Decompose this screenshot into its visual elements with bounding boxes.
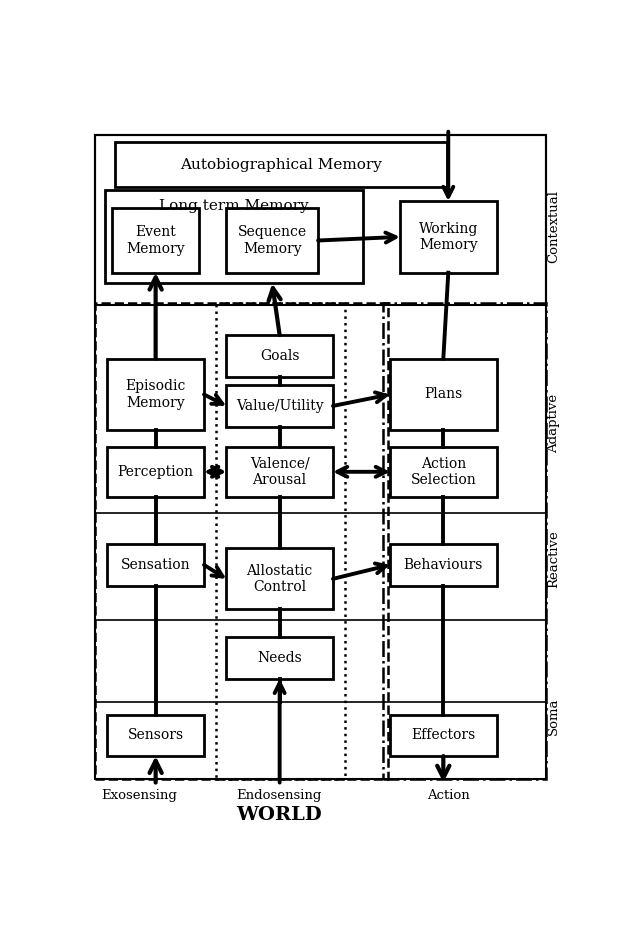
Text: Episodic
Memory: Episodic Memory [125, 379, 186, 409]
Bar [390, 714, 497, 756]
Bar [112, 208, 199, 272]
FancyArrowPatch shape [318, 232, 396, 243]
Bar [108, 544, 204, 586]
Text: Event
Memory: Event Memory [126, 225, 185, 256]
Bar [227, 446, 333, 497]
Bar [227, 335, 333, 377]
Text: Adaptive: Adaptive [547, 393, 560, 453]
Bar [108, 359, 204, 431]
Text: Long term Memory: Long term Memory [159, 199, 308, 213]
Bar [105, 191, 363, 284]
Text: Needs: Needs [257, 651, 302, 665]
Text: Action: Action [427, 789, 469, 802]
FancyArrowPatch shape [269, 288, 281, 335]
Bar [227, 208, 318, 272]
FancyArrowPatch shape [209, 467, 222, 477]
Bar [390, 446, 497, 497]
Text: WORLD: WORLD [237, 805, 323, 824]
Bar [115, 142, 447, 187]
Text: Behaviours: Behaviours [404, 558, 483, 572]
Bar [227, 385, 333, 427]
Text: Autobiographical Memory: Autobiographical Memory [180, 157, 382, 172]
Bar [95, 303, 388, 779]
Text: Goals: Goals [260, 349, 300, 363]
Text: Exosensing: Exosensing [102, 789, 177, 802]
Bar [383, 303, 547, 779]
Text: Endosensing: Endosensing [237, 789, 322, 802]
Bar [227, 549, 333, 609]
Text: Reactive: Reactive [547, 530, 560, 588]
Text: Allostatic
Control: Allostatic Control [246, 564, 313, 594]
FancyArrowPatch shape [337, 467, 386, 477]
Bar [216, 303, 346, 779]
Bar [400, 201, 497, 272]
Text: Value/Utility: Value/Utility [236, 399, 323, 413]
Bar [227, 637, 333, 679]
Text: Perception: Perception [118, 465, 194, 479]
FancyArrowPatch shape [333, 564, 386, 578]
Text: Contextual: Contextual [547, 190, 560, 262]
FancyArrowPatch shape [150, 277, 162, 359]
Text: Working
Memory: Working Memory [419, 222, 478, 252]
Bar [108, 446, 204, 497]
FancyArrowPatch shape [204, 565, 223, 577]
Bar [108, 714, 204, 756]
FancyArrowPatch shape [437, 756, 449, 777]
FancyArrowPatch shape [204, 394, 223, 404]
Text: Action
Selection: Action Selection [410, 457, 476, 487]
Bar [95, 135, 547, 305]
Text: Soma: Soma [547, 698, 560, 736]
Bar [390, 544, 497, 586]
FancyArrowPatch shape [275, 684, 285, 782]
FancyArrowPatch shape [150, 761, 162, 782]
Text: Sensation: Sensation [121, 558, 191, 572]
Text: Plans: Plans [424, 388, 463, 402]
Text: Sensors: Sensors [127, 728, 184, 742]
FancyArrowPatch shape [333, 392, 386, 405]
Bar [390, 359, 497, 431]
Text: Valence/
Arousal: Valence/ Arousal [250, 457, 310, 487]
Text: Effectors: Effectors [411, 728, 476, 742]
FancyArrowPatch shape [444, 132, 453, 197]
Text: Sequence
Memory: Sequence Memory [237, 225, 307, 256]
